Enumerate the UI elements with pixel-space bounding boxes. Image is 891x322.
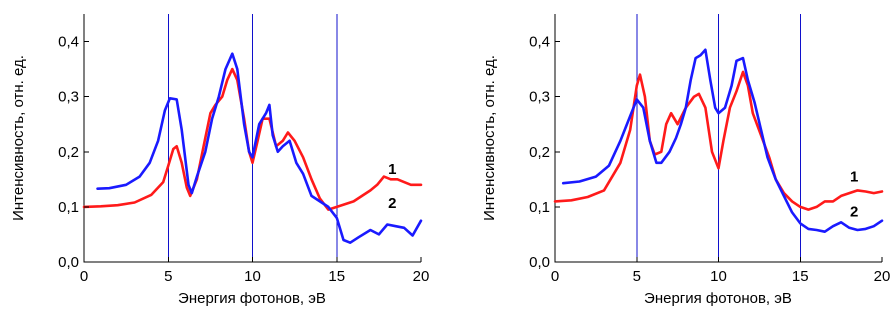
right-series-labels: 12 [850, 169, 858, 221]
left-x-tick-label: 10 [244, 268, 261, 285]
right-chart: 0 5 10 15 200,00,10,20,30,4 12 Энергия фотон… [481, 14, 890, 307]
left-series-1-label: 1 [388, 161, 396, 178]
left-series-2-label: 2 [388, 195, 396, 212]
left-chart: 0 5 10 15 200,00,10,20,30,4 12 Энергия фотон… [10, 14, 429, 307]
left-x-tick-label: 5 [164, 268, 172, 285]
right-y-tick-label: 0,4 [529, 34, 550, 51]
right-x-axis-label: Энергия фотонов, эВ [644, 290, 792, 307]
right-x-tick-label: 20 [874, 268, 891, 285]
right-x-tick-label: 5 [633, 268, 641, 285]
left-y-tick-label: 0,2 [58, 144, 79, 161]
left-x-axis-label: Энергия фотонов, эВ [178, 290, 326, 307]
right-y-tick-label: 0,3 [529, 89, 550, 106]
right-vertical-lines [636, 14, 801, 262]
left-y-tick-label: 0,0 [58, 254, 79, 271]
right-ticks: 0 5 10 15 20 0,0 0,1 0,2 0,3 0,4 [529, 34, 890, 285]
left-x-tick-label: 0 [80, 268, 88, 285]
right-series [553, 48, 884, 233]
right-series-2-label: 2 [850, 203, 858, 220]
left-x-tick-label: 15 [328, 268, 345, 285]
left-series-2-line [96, 52, 423, 244]
right-x-tick-label: 15 [792, 268, 809, 285]
right-series-2-line [561, 48, 884, 233]
right-y-tick-label: 0,1 [529, 199, 550, 216]
left-y-tick-label: 0,3 [58, 89, 79, 106]
right-series-1-line [553, 70, 884, 211]
right-y-axis-label: Интенсивность, отн. ед. [481, 55, 498, 221]
left-series-1-line [82, 67, 423, 211]
right-y-tick-label: 0,0 [529, 254, 550, 271]
left-ticks: 0 5 10 15 20 0,0 0,1 0,2 0,3 0,4 [58, 34, 429, 285]
left-series-labels: 12 [388, 161, 396, 212]
left-y-tick-label: 0,4 [58, 34, 79, 51]
right-series-1-label: 1 [850, 169, 858, 186]
right-x-tick-label: 0 [551, 268, 559, 285]
left-x-tick-label: 20 [413, 268, 430, 285]
left-y-axis-label: Интенсивность, отн. ед. [10, 55, 27, 221]
right-y-tick-label: 0,2 [529, 144, 550, 161]
left-series [82, 52, 423, 244]
right-x-tick-label: 10 [710, 268, 727, 285]
left-y-tick-label: 0,1 [58, 199, 79, 216]
